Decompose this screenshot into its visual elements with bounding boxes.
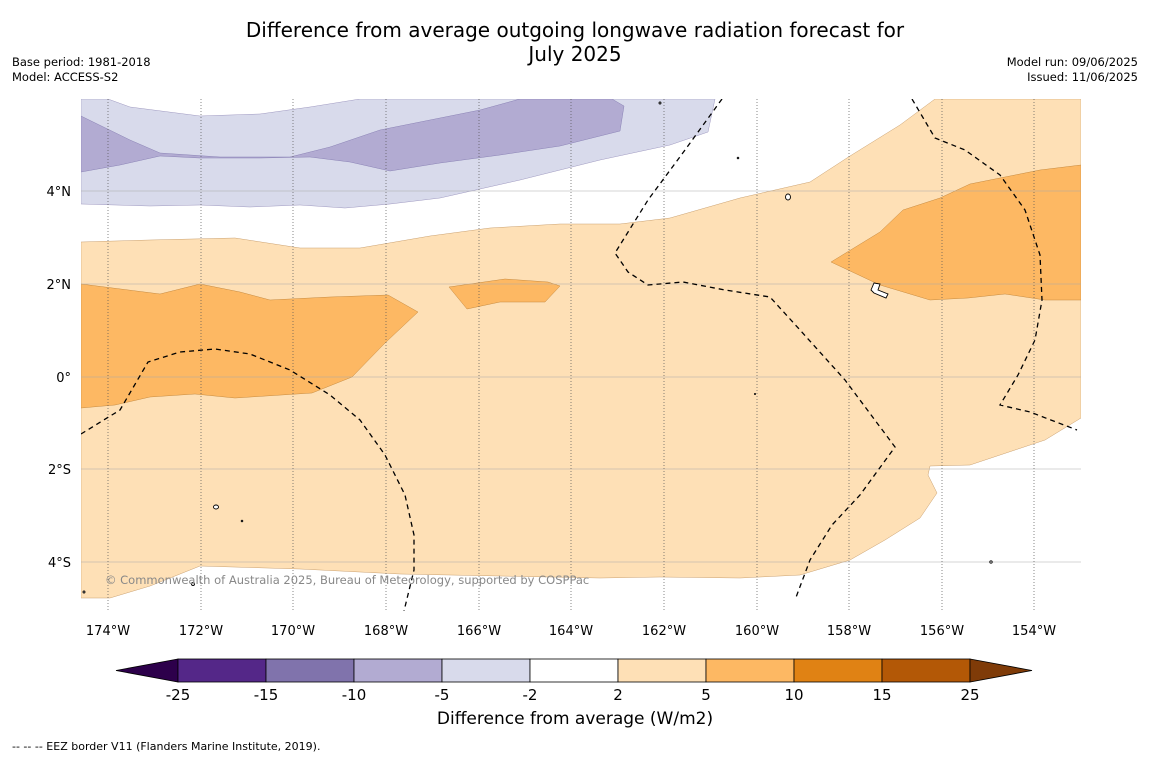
islands bbox=[82, 101, 993, 594]
lon-label-158w: 158°W bbox=[827, 624, 871, 639]
colorbar-tick-label: 15 bbox=[872, 686, 891, 700]
colorbar-tick-label: 25 bbox=[960, 686, 979, 700]
colorbar-segment bbox=[353, 658, 443, 683]
longitude-lines bbox=[107, 99, 1035, 611]
anomaly-region-5-to-10-central bbox=[448, 278, 561, 310]
map-fill-layer bbox=[81, 99, 1081, 611]
lon-label-166w: 166°W bbox=[457, 624, 501, 639]
model-name: Model: ACCESS-S2 bbox=[12, 70, 119, 84]
model-run: Model run: 09/06/2025 bbox=[1006, 55, 1138, 69]
colorbar-tick-label: -5 bbox=[435, 686, 450, 700]
colorbar-segment bbox=[705, 658, 795, 683]
colorbar-tick-label: -10 bbox=[342, 686, 367, 700]
eez-border-kiribati-line bbox=[81, 348, 415, 611]
lat-label-2n: 2°N bbox=[47, 278, 72, 293]
colorbar-tick-label: -15 bbox=[254, 686, 279, 700]
island-1 bbox=[785, 193, 791, 201]
island-kiritimati bbox=[870, 282, 889, 299]
island-4 bbox=[736, 156, 740, 160]
colorbar-tick-label: 5 bbox=[701, 686, 711, 700]
eez-border-east bbox=[911, 99, 1078, 431]
meta-left: Base period: 1981-2018 Model: ACCESS-S2 bbox=[12, 55, 151, 85]
island-6 bbox=[191, 582, 195, 586]
lon-label-172w: 172°W bbox=[179, 624, 223, 639]
colorbar-tick-label: 2 bbox=[613, 686, 623, 700]
eez-border-central bbox=[614, 99, 896, 601]
meta-right: Model run: 09/06/2025 Issued: 11/06/2025 bbox=[1007, 55, 1138, 85]
eez-footnote: -- -- -- EEZ border V11 (Flanders Marine… bbox=[12, 740, 321, 753]
lon-label-164w: 164°W bbox=[549, 624, 593, 639]
lon-label-162w: 162°W bbox=[642, 624, 686, 639]
island-8 bbox=[753, 392, 757, 396]
lat-label-0: 0° bbox=[56, 371, 71, 386]
lat-label-2s: 2°S bbox=[48, 463, 71, 478]
colorbar-segment bbox=[177, 658, 267, 683]
issued-date: Issued: 11/06/2025 bbox=[1027, 70, 1138, 84]
eez-borders bbox=[81, 99, 1078, 611]
lat-label-4n: 4°N bbox=[47, 185, 72, 200]
anomaly-region-2-to-5 bbox=[81, 99, 1081, 599]
colorbar-over-arrow bbox=[969, 658, 1033, 683]
colorbar-tick-label: -25 bbox=[166, 686, 191, 700]
colorbar-segment bbox=[793, 658, 883, 683]
colorbar-segment bbox=[265, 658, 355, 683]
anomaly-region-neg10-to-neg5 bbox=[81, 99, 625, 173]
map-title-line2: July 2025 bbox=[528, 42, 622, 66]
base-period: Base period: 1981-2018 bbox=[12, 55, 151, 69]
copyright-notice: © Commonwealth of Australia 2025, Bureau… bbox=[105, 573, 590, 587]
colorbar-segment bbox=[617, 658, 707, 683]
colorbar-segment bbox=[881, 658, 971, 683]
island-2 bbox=[213, 504, 219, 510]
latitude-lines bbox=[81, 190, 1081, 563]
anomaly-region-5-to-10-east bbox=[830, 164, 1081, 301]
lon-label-168w: 168°W bbox=[364, 624, 408, 639]
map-title-line1: Difference from average outgoing longwav… bbox=[245, 18, 905, 42]
lon-label-160w: 160°W bbox=[735, 624, 779, 639]
lon-label-154w: 154°W bbox=[1012, 624, 1056, 639]
colorbar-segment bbox=[529, 658, 619, 683]
colorbar-segment bbox=[441, 658, 531, 683]
colorbar: -25 -15 -10 -5 -2 2 5 10 15 25 bbox=[115, 658, 1033, 700]
map: 4°N 2°N 0° 2°S 4°S 174°W 172°W 170°W 168… bbox=[47, 99, 1081, 700]
map-title: Difference from average outgoing longwav… bbox=[0, 18, 1150, 66]
colorbar-tick-label: 10 bbox=[784, 686, 803, 700]
colorbar-under-arrow bbox=[115, 658, 179, 683]
lon-label-170w: 170°W bbox=[271, 624, 315, 639]
colorbar-tick-label: -2 bbox=[523, 686, 538, 700]
longitude-axis-labels: 174°W 172°W 170°W 168°W 166°W 164°W 162°… bbox=[86, 624, 1056, 639]
latitude-axis-labels: 4°N 2°N 0° 2°S 4°S bbox=[47, 185, 72, 571]
lon-label-156w: 156°W bbox=[920, 624, 964, 639]
island-5 bbox=[240, 519, 244, 523]
colorbar-label: Difference from average (W/m2) bbox=[436, 709, 714, 729]
graticule bbox=[81, 99, 1081, 611]
lat-label-4s: 4°S bbox=[48, 556, 71, 571]
island-7 bbox=[989, 560, 993, 564]
island-9 bbox=[82, 590, 86, 594]
island-3 bbox=[658, 101, 662, 105]
lon-label-174w: 174°W bbox=[86, 624, 130, 639]
